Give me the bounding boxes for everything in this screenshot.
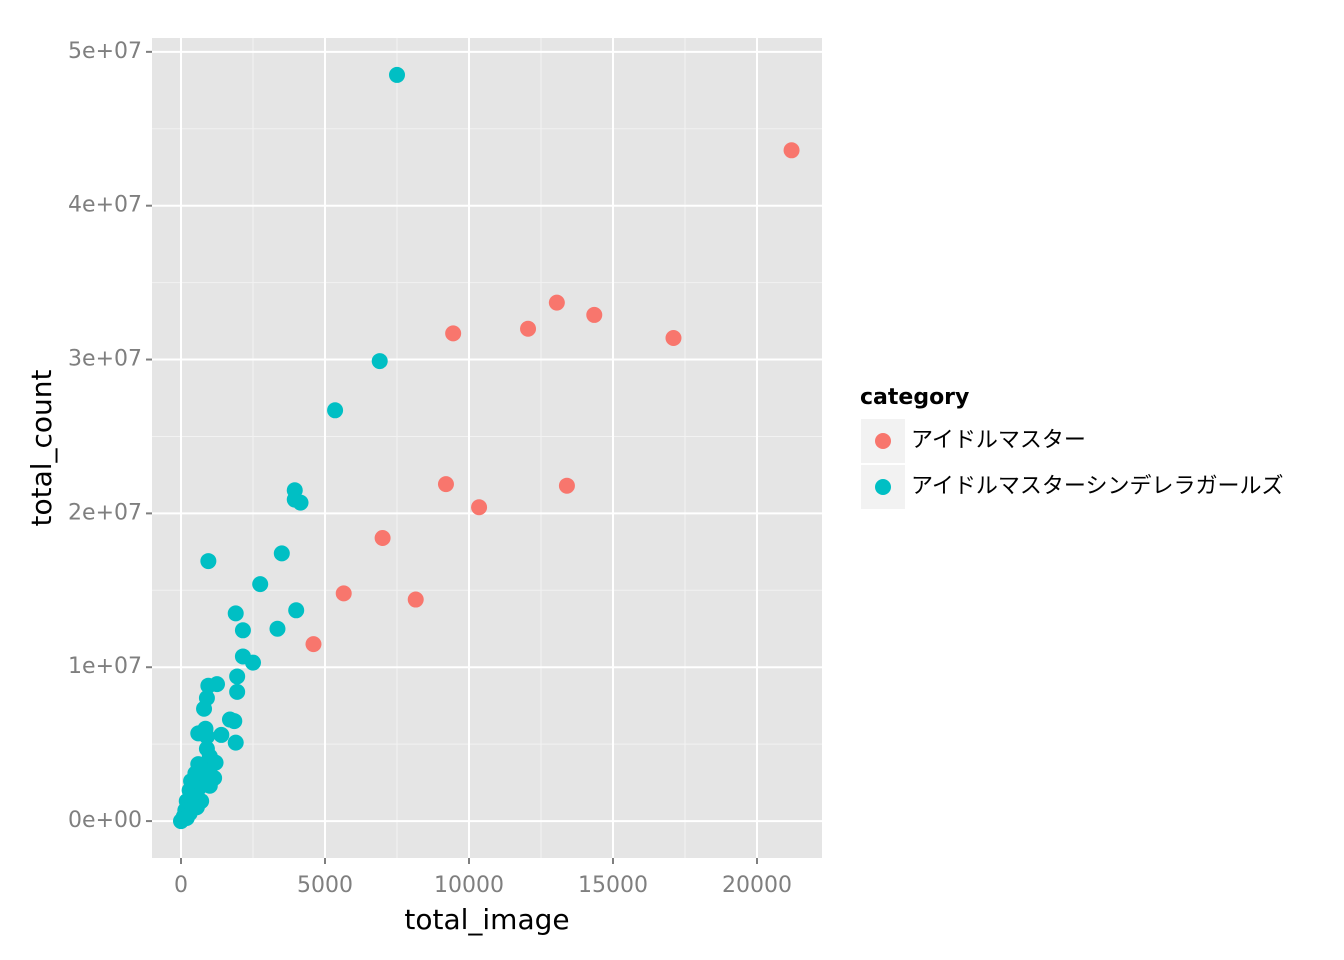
point <box>292 494 309 511</box>
point <box>198 728 215 745</box>
point <box>227 605 244 622</box>
point <box>269 620 286 637</box>
point <box>558 477 575 494</box>
legend-marker <box>875 433 891 449</box>
legend-label: アイドルマスター <box>911 428 1086 453</box>
point <box>783 142 800 159</box>
point <box>471 499 488 516</box>
y-tick-label: 4e+07 <box>68 193 142 218</box>
point <box>548 294 565 311</box>
y-tick-label: 5e+07 <box>68 39 142 64</box>
y-tick-label: 3e+07 <box>68 347 142 372</box>
point <box>288 602 305 619</box>
x-tick-label: 10000 <box>434 873 504 898</box>
x-tick-label: 20000 <box>722 873 792 898</box>
point <box>173 813 190 830</box>
panel <box>152 38 822 858</box>
point <box>234 622 251 639</box>
point <box>305 636 322 653</box>
point <box>407 591 424 608</box>
point <box>327 402 344 419</box>
point <box>586 306 603 323</box>
point <box>252 576 269 593</box>
point <box>520 320 537 337</box>
point <box>273 545 290 562</box>
point <box>389 66 406 83</box>
point <box>445 325 462 342</box>
y-axis-title: total_count <box>25 369 58 526</box>
legend-marker <box>875 479 891 495</box>
x-axis-title: total_image <box>404 903 569 936</box>
point <box>229 683 246 700</box>
y-tick-label: 2e+07 <box>68 500 142 525</box>
point <box>226 713 243 730</box>
point <box>335 585 352 602</box>
point <box>213 726 230 743</box>
x-tick-label: 15000 <box>578 873 648 898</box>
point <box>209 676 226 693</box>
x-tick-label: 5000 <box>297 873 353 898</box>
point <box>227 734 244 751</box>
point <box>229 668 246 685</box>
x-tick-label: 0 <box>174 873 188 898</box>
point <box>437 476 454 493</box>
point <box>371 353 388 370</box>
point <box>665 330 682 346</box>
point <box>196 700 213 717</box>
y-tick-label: 1e+07 <box>68 654 142 679</box>
legend-label: アイドルマスターシンデレラガールズ <box>911 474 1283 499</box>
points <box>173 66 800 830</box>
legend-title: category <box>860 385 969 410</box>
point <box>245 654 262 671</box>
y-tick-label: 0e+00 <box>68 808 142 833</box>
point <box>374 530 391 546</box>
point <box>200 553 217 570</box>
